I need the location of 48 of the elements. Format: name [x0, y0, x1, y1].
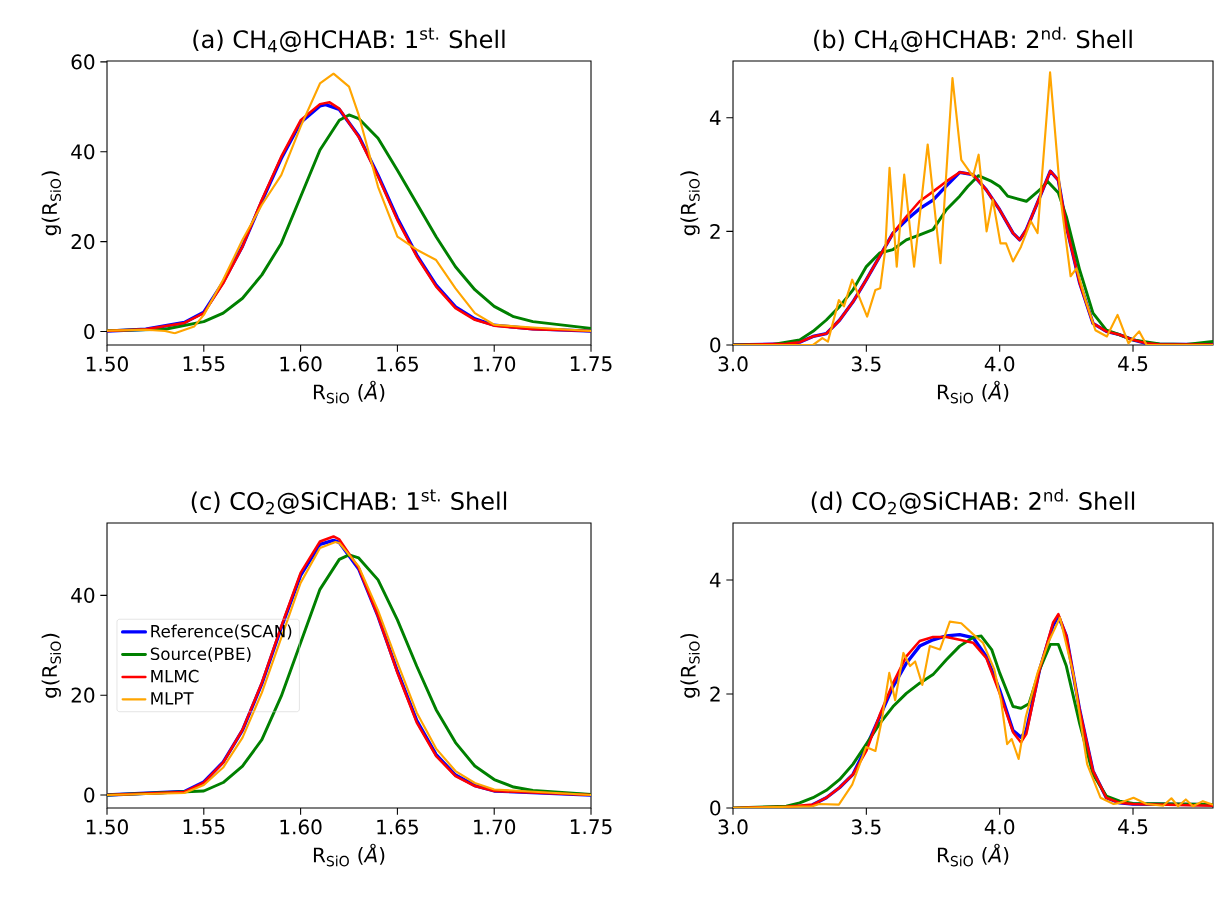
y-tick-label: 2: [710, 686, 720, 702]
y-tick-label: 0: [710, 800, 721, 816]
x-tick-label: 4.0: [984, 356, 1015, 372]
chart-title: (c) CO$_{2}$@SiCHAB: 1$^{st.}$ Shell: [191, 489, 507, 515]
x-axis-title: R$_{SiO}$ (Å): [937, 380, 1009, 404]
y-tick-label: 20: [71, 234, 95, 250]
x-tick-label: 1.70: [474, 356, 516, 372]
y-tick-label: 60: [71, 54, 95, 70]
x-tick-label: 4.5: [1118, 356, 1148, 372]
x-tick-label: 1.65: [377, 356, 418, 372]
x-tick-label: 1.55: [183, 356, 225, 372]
x-tick-label: 3.0: [718, 819, 748, 835]
x-tick-label: 4.0: [984, 819, 1015, 835]
y-tick-label: 0: [710, 337, 721, 353]
x-axis-title: R$_{SiO}$ (Å): [313, 380, 385, 404]
y-tick-label: 0: [84, 323, 95, 340]
x-axis-title: R$_{SiO}$ (Å): [937, 843, 1009, 867]
chart-title: (b) CH$_{4}$@HCHAB: 2$^{nd.}$ Shell: [814, 26, 1132, 53]
y-tick-label: 0: [84, 787, 95, 803]
x-tick-label: 1.60: [280, 356, 322, 372]
y-axis-title: g(R$_{SiO}$): [41, 633, 62, 698]
x-tick-label: 1.70: [474, 819, 516, 835]
x-tick-label: 1.50: [86, 819, 128, 835]
x-tick-label: 1.75: [570, 819, 612, 835]
x-tick-label: 1.65: [377, 819, 418, 835]
x-axis-title: R$_{SiO}$ (Å): [313, 843, 385, 867]
chart-title: (d) CO$_{2}$@SiCHAB: 2$^{nd.}$ Shell: [811, 488, 1135, 515]
x-tick-label: 1.50: [86, 356, 128, 372]
y-axis-title: g(R$_{SiO}$): [41, 171, 62, 236]
x-tick-label: 1.55: [183, 819, 225, 835]
y-tick-label: 2: [710, 223, 720, 239]
y-tick-label: 40: [71, 587, 95, 603]
y-tick-label: 4: [709, 110, 721, 126]
legend-label: Source(PBE): [150, 647, 251, 663]
x-tick-label: 3.0: [718, 356, 748, 372]
y-axis-title: g(R$_{SiO}$): [680, 633, 700, 698]
x-tick-label: 4.5: [1118, 819, 1148, 835]
x-tick-label: 3.5: [851, 356, 881, 372]
y-tick-label: 20: [71, 687, 95, 703]
y-tick-label: 40: [71, 144, 95, 160]
x-tick-label: 3.5: [851, 819, 881, 835]
x-tick-label: 1.60: [280, 819, 322, 835]
legend-label: MLMC: [151, 669, 199, 683]
y-axis-title: g(R$_{SiO}$): [680, 171, 700, 236]
x-tick-label: 1.75: [570, 356, 612, 372]
y-tick-label: 4: [709, 572, 721, 588]
chart-title: (a) CH$_{4}$@HCHAB: 1$^{st.}$ Shell: [193, 27, 505, 53]
legend-label: MLPT: [151, 692, 194, 705]
